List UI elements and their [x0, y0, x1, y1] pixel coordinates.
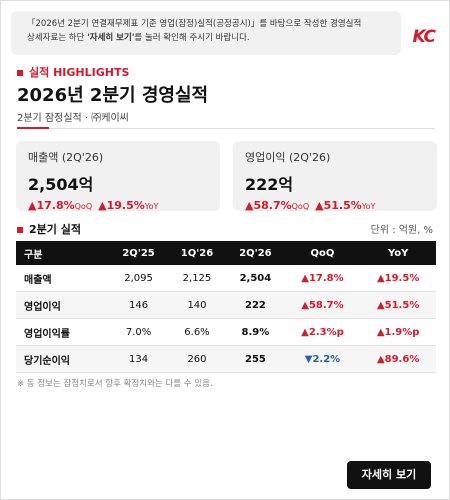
column-header: 2Q'25 [109, 241, 168, 265]
column-header: 2Q'26 [226, 241, 285, 265]
notice: 「2026년 2분기 연결재무제표 기준 영업(잠정)실적(공정공시)」를 바탕… [11, 11, 401, 55]
kpi-changes: ▲17.8%QoQ ▲19.5%YoY [28, 199, 208, 212]
column-header: YoY [360, 241, 436, 265]
table-row: 매출액 2,095 2,125 2,504 ▲17.8% ▲19.5% [16, 265, 436, 292]
table-cell: 영업이익률 [16, 318, 110, 346]
kpi-change: ▲51.5% [315, 199, 362, 212]
table-cell: 255 [226, 345, 285, 373]
table-cell: 2,095 [109, 265, 168, 292]
table-cell: ▲58.7% [284, 291, 361, 319]
table-cell: 당기순이익 [16, 345, 110, 373]
column-header: 구분 [16, 241, 110, 265]
column-header: QoQ [284, 241, 361, 265]
table-cell: 7.0% [109, 318, 168, 346]
table-cell: 8.9% [226, 318, 285, 346]
table-cell: 222 [226, 291, 285, 319]
unit: 단위 : 억원, % [370, 225, 433, 236]
table-cell: 140 [167, 291, 227, 319]
notice-line: 「2026년 2분기 연결재무제표 기준 영업(잠정)실적(공정공시)」를 바탕… [27, 19, 362, 29]
notice-line: 상세자료는 하단 '자세히 보기'를 눌러 확인해 주시기 바랍니다. [27, 31, 401, 45]
table-cell: ▲17.8% [284, 265, 361, 292]
table-cell: ▲2.3%p [284, 318, 361, 346]
notice-text: 를 눌러 확인해 주시기 바랍니다. [134, 33, 250, 43]
kpi-change: ▲19.5% [98, 199, 145, 212]
results-table: 구분 2Q'25 1Q'26 2Q'26 QoQ YoY 매출액 2,095 2,125 2,50… [16, 241, 436, 373]
kpi-basis: QoQ [291, 202, 310, 211]
kpi-basis: QoQ [74, 202, 93, 211]
kpi-changes: ▲58.7%QoQ ▲51.5%YoY [245, 199, 425, 212]
table-cell: 134 [109, 345, 168, 373]
kpi-basis: YoY [144, 202, 159, 211]
table-caption-text: 2분기 실적 [29, 223, 81, 236]
notice-text: 상세자료는 하단 [27, 33, 88, 43]
kpi-change: ▲58.7% [245, 199, 292, 212]
kpi-value: 2,504억 [28, 175, 94, 194]
title: 2026년 2분기 경영실적 [17, 85, 209, 106]
table-cell: ▲19.5% [360, 265, 436, 292]
table-row: 당기순이익 134 260 255 ▼2.2% ▲89.6% [16, 345, 436, 373]
kpi-basis: YoY [361, 202, 376, 211]
table-cell: 146 [109, 291, 168, 319]
kpi-label: 매출액 (2Q'26) [28, 151, 104, 164]
table-cell: 영업이익 [16, 291, 110, 319]
section-label: 실적 HIGHLIGHTS [17, 64, 129, 80]
table-cell: ▲1.9%p [360, 318, 436, 346]
kpi-label: 영업이익 (2Q'26) [245, 151, 331, 164]
column-header: 1Q'26 [167, 241, 227, 265]
table-row: 영업이익률 7.0% 6.6% 8.9% ▲2.3%p ▲1.9%p [16, 318, 436, 346]
table-cell: ▲51.5% [360, 291, 436, 319]
table-cell: 2,125 [167, 265, 227, 292]
section-label-text: 실적 HIGHLIGHTS [29, 66, 130, 79]
kpi-card: 영업이익 (2Q'26) 222억 ▲58.7%QoQ ▲51.5%YoY [233, 141, 437, 212]
table-cell: 6.6% [167, 318, 227, 346]
detail-button[interactable]: 자세히 보기 [347, 461, 431, 489]
table-cell: ▲89.6% [360, 345, 436, 373]
table-cell: 매출액 [16, 265, 110, 292]
notice-bold: '자세히 보기' [87, 33, 135, 43]
footnote: ※ 동 정보는 잠정치로서 향후 확정치와는 다를 수 있음. [17, 379, 213, 389]
table-row: 영업이익 146 140 222 ▲58.7% ▲51.5% [16, 291, 436, 319]
table-cell: 2,504 [226, 265, 285, 292]
kpi-value: 222억 [245, 175, 294, 194]
logo: KC [412, 27, 436, 47]
table-caption: 2분기 실적 [17, 221, 81, 237]
kpi-card: 매출액 (2Q'26) 2,504억 ▲17.8%QoQ ▲19.5%YoY [16, 141, 220, 212]
table-cell: 260 [167, 345, 227, 373]
subtitle: 2분기 잠정실적 · ㈜케이씨 [17, 113, 129, 124]
kpi-change: ▲17.8% [28, 199, 75, 212]
table-cell: ▼2.2% [284, 345, 361, 373]
